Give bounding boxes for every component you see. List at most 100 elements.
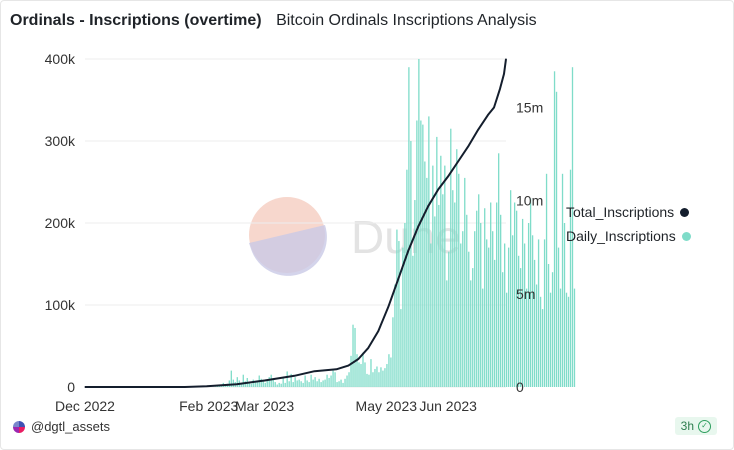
daily-bar[interactable]: [490, 202, 492, 388]
daily-bar[interactable]: [394, 284, 396, 388]
legend-item-total[interactable]: Total_Inscriptions: [566, 204, 690, 220]
daily-bar[interactable]: [372, 372, 374, 387]
daily-bar[interactable]: [484, 208, 486, 387]
daily-bar[interactable]: [276, 384, 278, 387]
daily-bar[interactable]: [284, 382, 286, 387]
daily-bar[interactable]: [573, 288, 576, 387]
daily-bar[interactable]: [482, 288, 484, 387]
daily-bar[interactable]: [218, 386, 220, 387]
daily-bar[interactable]: [328, 377, 330, 387]
daily-bar[interactable]: [292, 382, 294, 387]
daily-bar[interactable]: [264, 382, 266, 387]
daily-bar[interactable]: [567, 296, 570, 387]
daily-bar[interactable]: [539, 296, 542, 387]
daily-bar[interactable]: [322, 380, 324, 387]
daily-bar[interactable]: [418, 59, 420, 387]
daily-bar[interactable]: [410, 141, 412, 387]
daily-bar[interactable]: [296, 380, 298, 387]
daily-bar[interactable]: [541, 309, 544, 387]
daily-bar[interactable]: [340, 379, 342, 387]
daily-bar[interactable]: [326, 374, 328, 387]
daily-bar[interactable]: [376, 366, 378, 388]
daily-bar[interactable]: [314, 377, 316, 387]
daily-bar[interactable]: [509, 190, 512, 387]
daily-bar[interactable]: [382, 370, 384, 387]
daily-bar[interactable]: [525, 288, 528, 387]
daily-bar[interactable]: [236, 377, 238, 387]
daily-bar[interactable]: [496, 202, 498, 388]
daily-bar[interactable]: [232, 379, 234, 387]
daily-bar[interactable]: [480, 223, 482, 387]
daily-bar[interactable]: [448, 251, 450, 387]
daily-bar[interactable]: [268, 377, 270, 387]
daily-bar[interactable]: [278, 382, 280, 387]
daily-bar[interactable]: [320, 382, 322, 387]
daily-bar[interactable]: [406, 169, 408, 387]
daily-bar[interactable]: [256, 380, 258, 387]
daily-bar[interactable]: [537, 239, 540, 387]
daily-bar[interactable]: [358, 362, 360, 387]
daily-bar[interactable]: [260, 378, 262, 387]
daily-bar[interactable]: [380, 367, 382, 387]
daily-bar[interactable]: [500, 214, 502, 387]
daily-bar[interactable]: [400, 309, 402, 387]
daily-bar[interactable]: [430, 243, 432, 388]
daily-bar[interactable]: [474, 231, 476, 387]
daily-bar[interactable]: [344, 378, 346, 387]
daily-bar[interactable]: [507, 247, 510, 387]
daily-bar[interactable]: [282, 377, 284, 387]
daily-bar[interactable]: [254, 382, 256, 387]
daily-bar[interactable]: [472, 268, 474, 387]
daily-bar[interactable]: [334, 372, 336, 387]
daily-bar[interactable]: [364, 362, 366, 387]
daily-bar[interactable]: [262, 381, 264, 387]
daily-bar[interactable]: [230, 370, 232, 387]
daily-bar[interactable]: [428, 116, 430, 388]
daily-bar[interactable]: [549, 292, 552, 387]
daily-bar[interactable]: [362, 352, 364, 387]
daily-bar[interactable]: [563, 223, 566, 387]
daily-bar[interactable]: [571, 67, 574, 387]
daily-bar[interactable]: [470, 280, 472, 387]
daily-bar[interactable]: [330, 375, 332, 387]
daily-bar[interactable]: [412, 255, 414, 387]
daily-bar[interactable]: [374, 368, 376, 387]
daily-bar[interactable]: [384, 368, 386, 387]
daily-bar[interactable]: [436, 136, 438, 387]
daily-bar[interactable]: [529, 198, 532, 387]
daily-bar[interactable]: [270, 374, 272, 387]
daily-bar[interactable]: [294, 377, 296, 387]
daily-bar[interactable]: [216, 386, 218, 387]
daily-bar[interactable]: [531, 235, 534, 387]
daily-bar[interactable]: [438, 204, 440, 387]
daily-bar[interactable]: [543, 239, 546, 387]
daily-bar[interactable]: [553, 71, 556, 388]
daily-bar[interactable]: [519, 268, 522, 387]
daily-bar[interactable]: [420, 120, 422, 388]
daily-bar[interactable]: [312, 379, 314, 387]
daily-bar[interactable]: [378, 372, 380, 387]
daily-bar[interactable]: [517, 255, 520, 387]
daily-bar[interactable]: [318, 378, 320, 387]
daily-bar[interactable]: [464, 177, 466, 387]
daily-bar[interactable]: [504, 243, 506, 388]
daily-bar[interactable]: [404, 223, 406, 387]
daily-bar[interactable]: [370, 359, 372, 387]
daily-bar[interactable]: [346, 375, 348, 387]
daily-bar[interactable]: [513, 202, 516, 388]
daily-bar[interactable]: [386, 364, 388, 387]
legend-item-daily[interactable]: Daily_Inscriptions: [566, 228, 691, 244]
daily-bar[interactable]: [402, 247, 404, 387]
daily-bar[interactable]: [424, 161, 426, 388]
daily-bar[interactable]: [414, 200, 416, 387]
daily-bar[interactable]: [266, 379, 268, 387]
daily-bar[interactable]: [252, 379, 254, 387]
daily-bar[interactable]: [440, 155, 442, 387]
daily-bar[interactable]: [416, 120, 418, 388]
daily-bar[interactable]: [422, 124, 424, 387]
daily-bar[interactable]: [557, 247, 560, 387]
daily-bar[interactable]: [488, 247, 490, 387]
daily-bar[interactable]: [527, 223, 530, 387]
daily-bar[interactable]: [316, 381, 318, 387]
daily-bar[interactable]: [396, 229, 398, 387]
